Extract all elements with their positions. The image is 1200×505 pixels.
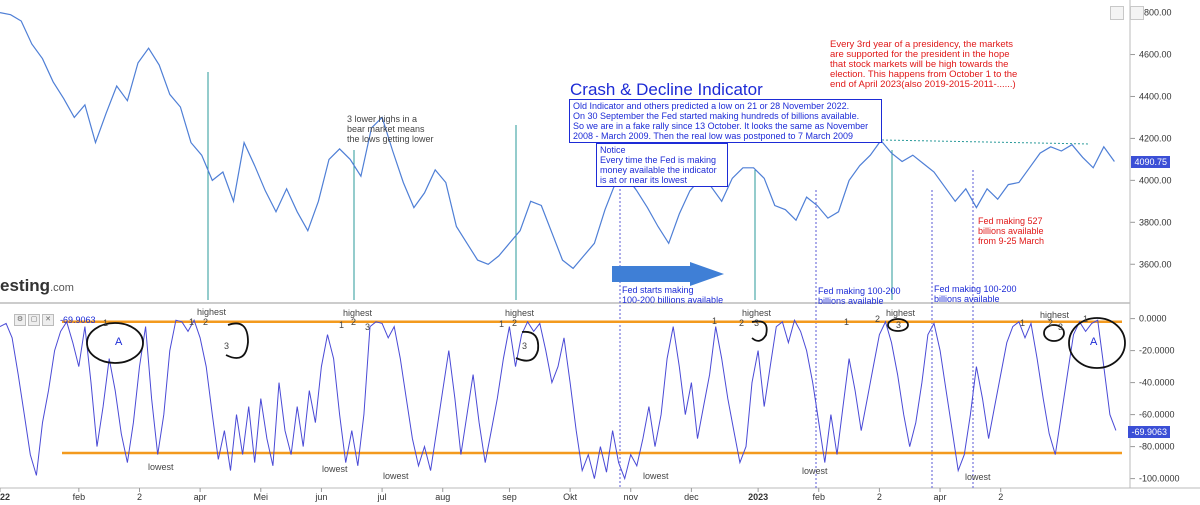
circle-mark <box>887 318 909 332</box>
peak-label: 3 <box>1058 322 1064 332</box>
peak-label: 1 <box>1020 318 1026 328</box>
price-y-tick-label: 4000.00 <box>1139 175 1172 185</box>
circle-mark <box>751 320 768 342</box>
x-tick-label: aug <box>435 492 450 502</box>
price-y-tick-label: 4400.00 <box>1139 91 1172 101</box>
peak-label: 1 <box>189 317 195 327</box>
peak-label: 2 <box>203 317 209 327</box>
x-tick-label: Mei <box>254 492 269 502</box>
fed-dec-note: Fed making 100-200 billions available <box>818 286 901 306</box>
x-tick-label: Okt <box>563 492 578 502</box>
indicator-y-tick-label: -100.0000 <box>1139 474 1180 484</box>
peak-label: 1 <box>712 316 718 326</box>
x-tick-label: 2023 <box>748 492 768 502</box>
indicator-y-tick-label: 0.0000 <box>1139 314 1167 324</box>
peak-label: 1 <box>1083 314 1089 324</box>
close-icon[interactable]: ✕ <box>42 314 54 326</box>
circle-mark <box>1068 317 1126 369</box>
highest-label: highest <box>197 307 227 317</box>
x-tick-label: sep <box>502 492 517 502</box>
hand-drawn-circles <box>86 317 1126 369</box>
logo: esting.com <box>0 276 74 295</box>
x-tick-label: feb <box>812 492 825 502</box>
peak-label: 1 <box>844 317 850 327</box>
peak-label: 2 <box>739 318 745 328</box>
notice-box: Old Indicator and others predicted a low… <box>569 99 882 143</box>
peak-label: 2 <box>1048 318 1054 328</box>
price-series-line <box>0 12 1115 270</box>
fed-feb-note: Fed making 100-200 billions available <box>934 284 1017 304</box>
highest-label: highest <box>742 308 772 318</box>
peak-label: 1 <box>103 318 109 328</box>
price-y-tick-label: 3800.00 <box>1139 217 1172 227</box>
peak-label: 3 <box>754 318 760 328</box>
x-tick-label: 2 <box>877 492 882 502</box>
toolbar-button[interactable] <box>1110 6 1124 20</box>
price-y-tick-label: 4600.00 <box>1139 50 1172 60</box>
indicator-last-badge: -69.9063 <box>1128 426 1170 438</box>
highest-label: highest <box>1040 310 1070 320</box>
fed-start-note: Fed starts making 100-200 billions avail… <box>622 285 724 305</box>
x-tick-label: 2 <box>137 492 142 502</box>
settings-icon[interactable]: ⚙ <box>14 314 26 326</box>
fed-march-note: Fed making 527 billions available from 9… <box>978 216 1045 246</box>
x-tick-label: 2022 <box>0 492 10 502</box>
peak-label: 2 <box>351 317 357 327</box>
lower-highs-note: 3 lower highs in a bear market means the… <box>347 114 434 144</box>
indicator-series-line <box>0 318 1117 481</box>
price-y-axis: 3600.00 3800.00 4000.00 4200.00 4400.00 4600.… <box>1130 8 1172 269</box>
circle-mark <box>225 322 249 359</box>
circle-mark <box>1043 324 1065 342</box>
x-tick-label: jun <box>314 492 327 502</box>
peak-label: 2 <box>875 314 881 324</box>
fed-vertical-lines <box>207 72 1091 488</box>
peak-label: A <box>1090 336 1098 348</box>
box-icon[interactable]: ▢ <box>28 314 40 326</box>
x-tick-label: nov <box>623 492 638 502</box>
peak-label: 3 <box>522 341 528 351</box>
toolbar-button[interactable] <box>1130 6 1144 20</box>
indicator-y-tick-label: -20.0000 <box>1139 346 1175 356</box>
indicator-y-axis: 0.0000 -20.0000 -40.0000 -60.0000 -80.0000 -1… <box>1130 314 1180 484</box>
lowest-label: lowest <box>965 472 991 482</box>
x-tick-label: jul <box>377 492 387 502</box>
x-tick-label: apr <box>934 492 947 502</box>
notice-small-box: Notice Every time the Fed is making mone… <box>596 143 728 187</box>
lowest-label: lowest <box>383 471 409 481</box>
peak-label: A <box>115 336 123 348</box>
presidency-note: Every 3rd year of a presidency, the mark… <box>830 39 1018 90</box>
lowest-label: lowest <box>802 466 828 476</box>
price-last-badge: 4090.75 <box>1131 156 1170 168</box>
indicator-value-left: -69.9063 <box>60 315 96 325</box>
highest-label: highest <box>343 308 373 318</box>
peak-label: 1 <box>499 319 505 329</box>
x-tick-label: apr <box>194 492 207 502</box>
x-tick-label: 2 <box>998 492 1003 502</box>
circle-mark <box>86 322 144 364</box>
arrow-shape <box>612 262 724 286</box>
price-y-tick-label: 4200.00 <box>1139 133 1172 143</box>
x-tick-label: dec <box>684 492 699 502</box>
peak-label: 3 <box>365 322 371 332</box>
x-tick-label: feb <box>73 492 86 502</box>
peak-label: 3 <box>896 320 902 330</box>
resistance-line <box>881 139 1091 145</box>
peak-label: 1 <box>339 320 345 330</box>
indicator-y-tick-label: -40.0000 <box>1139 378 1175 388</box>
price-y-tick-label: 4800.00 <box>1139 8 1172 18</box>
chart-title: Crash & Decline Indicator <box>570 80 763 99</box>
lowest-label: lowest <box>322 464 348 474</box>
indicator-y-tick-label: -80.0000 <box>1139 442 1175 452</box>
peak-label: 3 <box>224 341 230 351</box>
lowest-label: lowest <box>148 462 174 472</box>
lowest-label: lowest <box>643 471 669 481</box>
x-axis-ticks: 2022 feb 2 apr Mei jun jul aug sep Okt nov dec 2023 f… <box>0 488 1003 502</box>
price-y-tick-label: 3600.00 <box>1139 259 1172 269</box>
highest-label: highest <box>505 308 535 318</box>
circle-mark <box>515 330 540 362</box>
indicator-y-tick-label: -60.0000 <box>1139 410 1175 420</box>
peak-label: 2 <box>512 318 518 328</box>
highest-label: highest <box>886 308 916 318</box>
